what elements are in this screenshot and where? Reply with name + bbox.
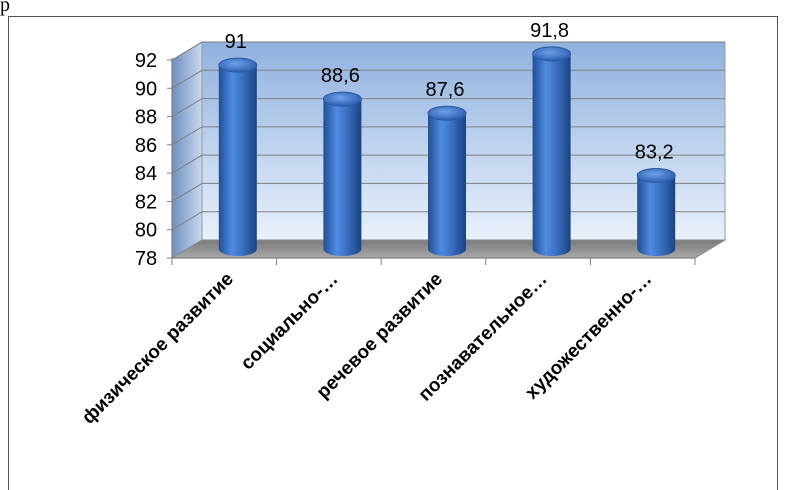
bar-body [532, 53, 571, 257]
bar-cap [218, 57, 258, 73]
data-label: 91,8 [530, 20, 569, 42]
y-tick-label: 92 [135, 50, 157, 72]
bar [532, 46, 572, 257]
bar-body [428, 113, 466, 256]
bar-body [637, 175, 676, 256]
y-tick-label: 88 [135, 107, 157, 129]
y-tick-label: 86 [135, 135, 157, 157]
y-tick-label: 82 [135, 191, 157, 213]
bar-cap [636, 167, 676, 183]
category-label: социально-… [237, 269, 343, 375]
bar [218, 57, 258, 256]
bar-body [323, 99, 362, 256]
bar-body [218, 65, 257, 256]
y-tick-label: 84 [135, 163, 157, 185]
bar [636, 167, 676, 256]
bar-cap [532, 46, 572, 62]
gridline [171, 41, 725, 61]
data-label: 83,2 [635, 141, 674, 163]
bar [322, 91, 362, 256]
data-label: 88,6 [321, 65, 360, 87]
page-top-glyph: р [0, 0, 10, 16]
y-tick-label: 90 [135, 78, 157, 100]
y-tick-label: 78 [135, 248, 157, 270]
y-tick-label: 80 [135, 220, 157, 242]
side-wall [171, 41, 203, 259]
category-label: физическое развитие [78, 269, 238, 429]
data-label: 91 [225, 31, 247, 53]
bar-cap [427, 105, 467, 121]
data-label: 87,6 [426, 79, 465, 101]
bar [427, 105, 467, 256]
bar-cap [322, 91, 362, 107]
chart-frame [8, 16, 778, 490]
